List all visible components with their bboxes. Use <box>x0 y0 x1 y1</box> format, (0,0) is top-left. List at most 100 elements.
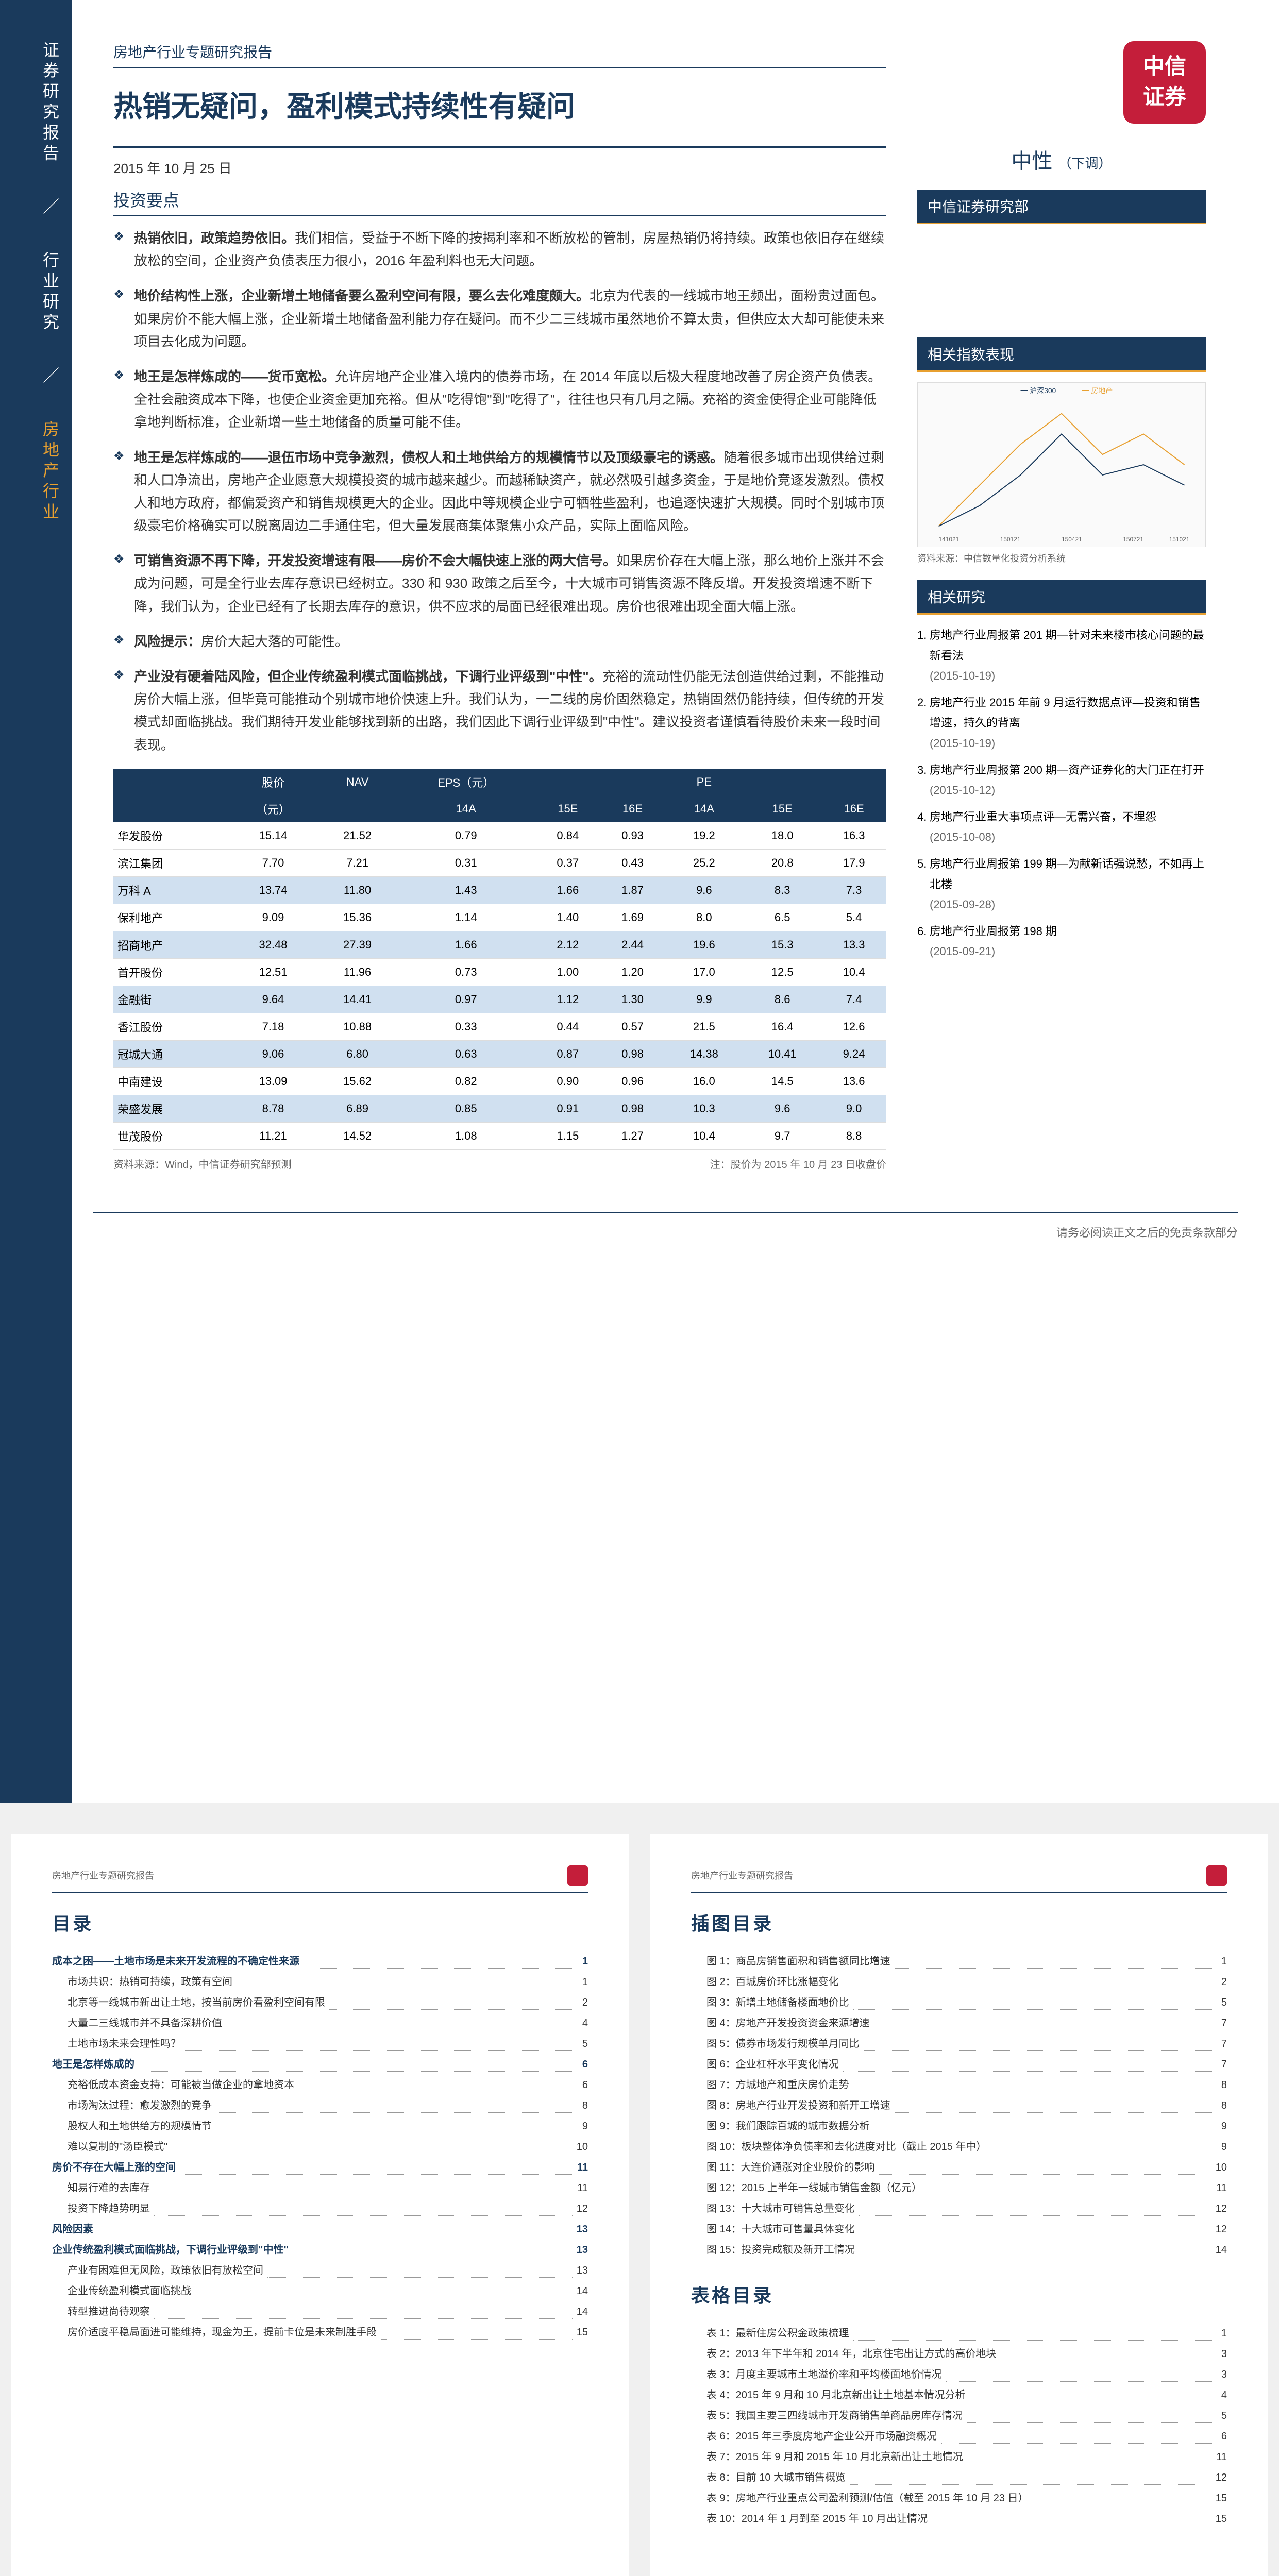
toc-item: 投资下降趋势明显12 <box>52 2198 588 2219</box>
legend-1: ━ 沪深300 <box>1021 386 1056 395</box>
tbl-toc-item: 表 6：2015 年三季度房地产企业公开市场融资概况6 <box>691 2426 1227 2447</box>
toc-item: 成本之困——土地市场是未来开发流程的不确定性来源1 <box>52 1951 588 1972</box>
index-chart: ━ 沪深300 ━ 房地产 141021 150121 150421 15072… <box>917 382 1206 547</box>
toc-item: 市场共识：热销可持续，政策有空间1 <box>52 1972 588 1992</box>
toc-item: 股权人和土地供给方的规模情节9 <box>52 2116 588 2137</box>
toc-item: 转型推进尚待观察14 <box>52 2301 588 2322</box>
related-item: 5.房地产行业周报第 199 期—为献新话强说愁，不如再上北楼(2015-09-… <box>917 854 1206 915</box>
table-row: 金融街9.6414.410.971.121.309.98.67.4 <box>113 986 886 1013</box>
toc-item: 大量二三线城市并不具备深耕价值4 <box>52 2013 588 2033</box>
fig-toc-item: 图 15：投资完成额及新开工情况14 <box>691 2240 1227 2260</box>
svg-text:150721: 150721 <box>1123 536 1143 543</box>
tbl-toc-item: 表 1：最新住房公积金政策梳理1 <box>691 2323 1227 2344</box>
toc-item: 土地市场未来会理性吗？5 <box>52 2033 588 2054</box>
toc-item: 市场淘汰过程：愈发激烈的竞争8 <box>52 2095 588 2116</box>
bullet-item: 风险提示：房价大起大落的可能性。 <box>113 630 886 653</box>
table-row: 招商地产32.4827.391.662.122.4419.615.313.3 <box>113 931 886 958</box>
fig-toc-item: 图 4：房地产开发投资资金来源增速7 <box>691 2013 1227 2033</box>
small-logo-icon <box>1206 1865 1227 1886</box>
related-item: 4.房地产行业重大事项点评—无需兴奋，不埋怨(2015-10-08) <box>917 807 1206 848</box>
table-row: 香江股份7.1810.880.330.440.5721.516.412.6 <box>113 1013 886 1040</box>
page-1: 证券研究报告 ／ 行业研究 ／ 房地产行业 房地产行业专题研究报告 热销无疑问，… <box>0 0 1279 1803</box>
page-3: 房地产行业专题研究报告 插图目录 图 1：商品房销售面积和销售额同比增速1图 2… <box>650 1834 1268 2576</box>
page-2-header: 房地产行业专题研究报告 <box>52 1865 588 1893</box>
page-3-header: 房地产行业专题研究报告 <box>691 1865 1227 1893</box>
logo-icon: 中信证券 <box>1123 41 1206 124</box>
small-logo-icon <box>567 1865 588 1886</box>
svg-text:151021: 151021 <box>1169 536 1190 543</box>
table-row: 首开股份12.5111.960.731.001.2017.012.510.4 <box>113 958 886 986</box>
rating: 中性 （下调） <box>917 144 1206 174</box>
toc-item: 企业传统盈利模式面临挑战14 <box>52 2281 588 2301</box>
fig-toc-item: 图 14：十大城市可售量具体变化12 <box>691 2219 1227 2240</box>
stock-table: 股价NAVEPS（元）PE（元）14A15E16E14A15E16E华发股份15… <box>113 769 886 1150</box>
rating-main: 中性 <box>1011 150 1052 173</box>
tbl-toc-item: 表 7：2015 年 9 月和 2015 年 10 月北京新出让土地情况11 <box>691 2447 1227 2467</box>
related-list: 1.房地产行业周报第 201 期—针对未来楼市核心问题的最新看法(2015-10… <box>917 625 1206 962</box>
toc-item: 难以复制的"汤臣模式"10 <box>52 2137 588 2157</box>
right-column: 中信证券 中性 （下调） 中信证券研究部 相关指数表现 ━ 沪深300 ━ 房地… <box>917 41 1206 1171</box>
tbl-toc-item: 表 10：2014 年 1 月到至 2015 年 10 月出让情况15 <box>691 2509 1227 2529</box>
page-2: 房地产行业专题研究报告 目录 成本之困——土地市场是未来开发流程的不确定性来源1… <box>11 1834 629 2576</box>
vertical-sidebar: 证券研究报告 ／ 行业研究 ／ 房地产行业 <box>0 0 72 1803</box>
bullet-item: 地王是怎样炼成的——退伍市场中竞争激烈，债权人和土地供给方的规模情节以及顶级豪宅… <box>113 446 886 537</box>
investment-points-title: 投资要点 <box>113 188 886 216</box>
table-row: 荣盛发展8.786.890.850.910.9810.39.69.0 <box>113 1095 886 1122</box>
fig-toc-item: 图 9：我们跟踪百城的城市数据分析9 <box>691 2116 1227 2137</box>
related-item: 2.房地产行业 2015 年前 9 月运行数据点评—投资和销售增速，持久的背离(… <box>917 692 1206 754</box>
table-row: 万科 A13.7411.801.431.661.879.68.37.3 <box>113 876 886 904</box>
related-item: 3.房地产行业周报第 200 期—资产证券化的大门正在打开(2015-10-12… <box>917 760 1206 801</box>
toc-item: 知易行难的去库存11 <box>52 2178 588 2198</box>
tbl-toc-item: 表 5：我国主要三四线城市开发商销售单商品房库存情况5 <box>691 2405 1227 2426</box>
table-row: 中南建设13.0915.620.820.900.9616.014.513.6 <box>113 1067 886 1095</box>
table-note-right: 注：股价为 2015 年 10 月 23 日收盘价 <box>710 1156 886 1171</box>
fig-toc-item: 图 13：十大城市可销售总量变化12 <box>691 2198 1227 2219</box>
fig-toc-item: 图 12：2015 上半年一线城市销售金额（亿元）11 <box>691 2178 1227 2198</box>
table-row: 世茂股份11.2114.521.081.151.2710.49.78.8 <box>113 1122 886 1149</box>
sidebar-text-3: 房地产行业 <box>41 420 59 523</box>
tbl-toc-item: 表 3：月度主要城市土地溢价率和平均楼面地价情况3 <box>691 2364 1227 2385</box>
report-title: 热销无疑问，盈利模式持续性有疑问 <box>113 83 886 125</box>
report-date: 2015 年 10 月 25 日 <box>113 146 886 177</box>
fig-toc-item: 图 8：房地产行业开发投资和新开工增速8 <box>691 2095 1227 2116</box>
toc-title: 目录 <box>52 1909 588 1936</box>
fig-list: 图 1：商品房销售面积和销售额同比增速1图 2：百城房价环比涨幅变化2图 3：新… <box>691 1951 1227 2260</box>
fig-toc-item: 图 5：债券市场发行规模单月同比7 <box>691 2033 1227 2054</box>
tbl-toc-item: 表 8：目前 10 大城市销售概览12 <box>691 2467 1227 2488</box>
tbl-toc-item: 表 4：2015 年 9 月和 10 月北京新出让土地基本情况分析4 <box>691 2385 1227 2405</box>
toc-item: 房价不存在大幅上涨的空间11 <box>52 2157 588 2178</box>
related-item: 1.房地产行业周报第 201 期—针对未来楼市核心问题的最新看法(2015-10… <box>917 625 1206 686</box>
index-perf-header: 相关指数表现 <box>917 337 1206 372</box>
toc-item: 企业传统盈利模式面临挑战，下调行业评级到"中性"13 <box>52 2240 588 2260</box>
table-row: 华发股份15.1421.520.790.840.9319.218.016.3 <box>113 822 886 850</box>
toc-item: 房价适度平稳局面进可能维持，现金为王，提前卡位是未来制胜手段15 <box>52 2322 588 2343</box>
bullet-item: 地价结构性上涨，企业新增土地储备要么盈利空间有限，要么去化难度颇大。北京为代表的… <box>113 284 886 353</box>
bullet-item: 可销售资源不再下降，开发投资增速有限——房价不会大幅快速上涨的两大信号。如果房价… <box>113 549 886 618</box>
svg-text:141021: 141021 <box>939 536 960 543</box>
table-row: 冠城大通9.066.800.630.870.9814.3810.419.24 <box>113 1040 886 1067</box>
bullet-item: 地王是怎样炼成的——货币宽松。允许房地产企业准入境内的债券市场，在 2014 年… <box>113 365 886 434</box>
related-header: 相关研究 <box>917 580 1206 615</box>
table-row: 保利地产9.0915.361.141.401.698.06.55.4 <box>113 904 886 931</box>
page-row-2-3: 房地产行业专题研究报告 目录 成本之困——土地市场是未来开发流程的不确定性来源1… <box>0 1824 1279 2576</box>
sidebar-text-1: 证券研究报告 <box>41 41 59 165</box>
sidebar-text-2: 行业研究 <box>41 251 59 334</box>
svg-text:150121: 150121 <box>1000 536 1021 543</box>
fig-toc-item: 图 6：企业杠杆水平变化情况7 <box>691 2054 1227 2075</box>
research-dept-header: 中信证券研究部 <box>917 190 1206 224</box>
legend-2: ━ 房地产 <box>1082 386 1113 395</box>
toc-item: 风险因素13 <box>52 2219 588 2240</box>
related-item: 6.房地产行业周报第 198 期(2015-09-21) <box>917 921 1206 962</box>
toc-item: 北京等一线城市新出让土地，按当前房价看盈利空间有限2 <box>52 1992 588 2013</box>
page-2-header-text: 房地产行业专题研究报告 <box>52 1869 154 1882</box>
doc-type: 房地产行业专题研究报告 <box>113 41 886 68</box>
bullet-item: 产业没有硬着陆风险，但企业传统盈利模式面临挑战，下调行业评级到"中性"。充裕的流… <box>113 665 886 756</box>
fig-toc-item: 图 2：百城房价环比涨幅变化2 <box>691 1972 1227 1992</box>
tbl-toc-item: 表 9：房地产行业重点公司盈利预测/估值（截至 2015 年 10 月 23 日… <box>691 2488 1227 2509</box>
table-note-left: 资料来源：Wind，中信证券研究部预测 <box>113 1156 292 1171</box>
left-column: 房地产行业专题研究报告 热销无疑问，盈利模式持续性有疑问 2015 年 10 月… <box>113 41 886 1171</box>
footer-disclaimer: 请务必阅读正文之后的免责条款部分 <box>93 1212 1238 1240</box>
fig-toc-item: 图 11：大连价通涨对企业股价的影响10 <box>691 2157 1227 2178</box>
toc-item: 地王是怎样炼成的6 <box>52 2054 588 2075</box>
tbl-toc-item: 表 2：2013 年下半年和 2014 年，北京住宅出让方式的高价地块3 <box>691 2344 1227 2364</box>
